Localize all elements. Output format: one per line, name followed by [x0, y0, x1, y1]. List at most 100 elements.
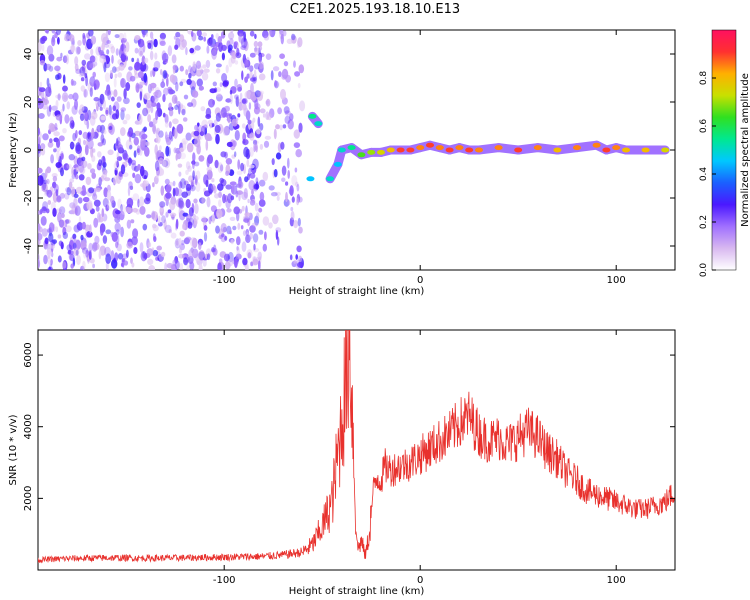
noise-blob [253, 143, 256, 153]
ridge-point [347, 145, 356, 151]
noise-blob [201, 125, 206, 136]
noise-blob [64, 114, 70, 124]
noise-blob [175, 31, 181, 38]
noise-blob [145, 141, 150, 147]
noise-blob [287, 119, 294, 130]
noise-blob [179, 263, 184, 270]
noise-blob [76, 254, 81, 266]
noise-blob [87, 163, 92, 170]
noise-blob [89, 55, 96, 63]
noise-blob [280, 33, 284, 45]
noise-blob [74, 205, 81, 216]
noise-blob [115, 229, 120, 235]
noise-blob [287, 169, 291, 179]
noise-blob [253, 183, 260, 190]
spectrogram-y-tick-label: 40 [23, 48, 34, 61]
noise-blob [142, 107, 149, 117]
noise-blob [211, 178, 215, 183]
noise-blob [180, 178, 186, 189]
noise-blob [39, 208, 43, 215]
noise-blob [44, 93, 48, 105]
noise-blob [126, 219, 132, 229]
noise-blob [92, 148, 96, 153]
noise-blob [65, 225, 72, 233]
ridge-point [514, 147, 523, 153]
noise-blob [202, 64, 207, 69]
noise-blob [182, 223, 186, 230]
noise-blob [73, 193, 79, 198]
noise-blob [38, 239, 41, 245]
noise-blob [42, 133, 49, 141]
noise-blob [55, 226, 59, 233]
noise-blob [177, 163, 183, 168]
noise-blob [68, 34, 75, 42]
noise-blob [159, 32, 166, 40]
noise-blob [82, 260, 86, 270]
noise-blob [254, 98, 259, 110]
noise-blob [62, 55, 68, 63]
noise-blob [98, 49, 105, 56]
noise-blob [255, 143, 258, 153]
noise-blob [128, 127, 134, 138]
ridge-point [553, 147, 562, 153]
noise-blob [174, 187, 179, 197]
noise-blob [249, 65, 254, 72]
noise-blob [262, 30, 269, 39]
noise-blob [195, 60, 202, 69]
spectrogram-axis-ticks: -100 0 100 -40 -20 0 20 40 [23, 30, 675, 286]
noise-blob [117, 252, 124, 260]
noise-blob [62, 103, 65, 112]
noise-blob [95, 99, 99, 107]
noise-blob [250, 261, 254, 267]
noise-blob [237, 30, 245, 37]
noise-blob [95, 205, 100, 212]
noise-blob [185, 47, 188, 56]
noise-blob [168, 102, 172, 109]
noise-blob [81, 156, 86, 162]
noise-blob [166, 76, 169, 87]
noise-blob [38, 113, 45, 119]
noise-blob [57, 93, 61, 101]
noise-blob [229, 230, 232, 235]
spectrogram-panel: -100 0 100 -40 -20 0 20 40 Height of straight l… [8, 29, 676, 297]
noise-blob [123, 32, 127, 41]
noise-blob [175, 240, 179, 246]
noise-blob [297, 37, 303, 48]
noise-blob [128, 66, 133, 71]
noise-blob [77, 197, 83, 204]
noise-blob [164, 131, 168, 140]
noise-blob [235, 190, 239, 198]
noise-blob [249, 147, 254, 157]
noise-blob [262, 171, 269, 182]
noise-blob [186, 78, 192, 85]
noise-blob [44, 30, 49, 34]
noise-blob [138, 202, 143, 207]
noise-blob [251, 222, 259, 227]
noise-blob [112, 66, 117, 73]
noise-blob [187, 102, 194, 107]
noise-blob [221, 233, 225, 238]
noise-blob [179, 230, 185, 237]
noise-blob [236, 236, 241, 246]
noise-blob [217, 192, 223, 198]
noise-blob [72, 92, 79, 101]
noise-blob [72, 242, 77, 250]
noise-blob [175, 188, 183, 197]
colorbar: 0.0 0.2 0.4 0.6 0.8 Normalized spectral ampl… [699, 29, 750, 277]
noise-blob [231, 118, 238, 127]
noise-blob [55, 94, 62, 99]
noise-blob [114, 222, 121, 232]
noise-blob [51, 251, 54, 258]
noise-blob [66, 101, 71, 110]
noise-blob [237, 222, 241, 230]
noise-blob [208, 216, 212, 225]
noise-blob [295, 254, 299, 260]
noise-blob [161, 160, 169, 167]
noise-blob [98, 177, 102, 187]
noise-blob [120, 226, 124, 238]
noise-blob [101, 41, 105, 51]
noise-blob [46, 77, 50, 87]
noise-blob [143, 126, 148, 132]
noise-blob [66, 187, 72, 196]
noise-blob [201, 72, 209, 81]
